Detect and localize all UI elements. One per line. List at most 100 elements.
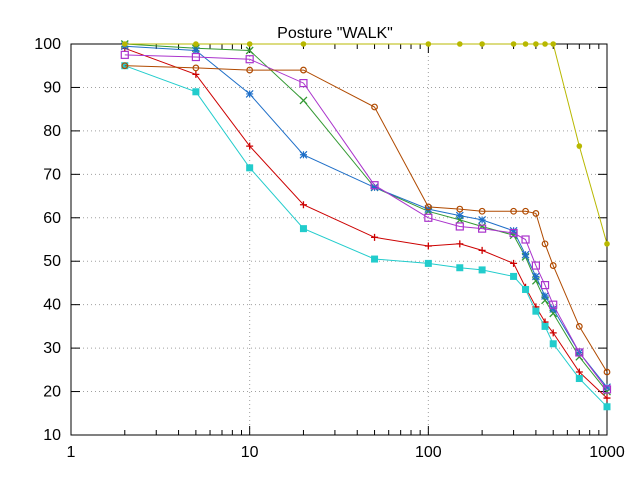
data-point xyxy=(576,143,583,149)
data-point xyxy=(540,281,550,290)
plot-frame xyxy=(70,43,608,436)
data-point xyxy=(371,233,379,241)
data-point xyxy=(192,88,200,96)
series-red-plus xyxy=(121,44,611,402)
data-point xyxy=(191,52,200,62)
data-point xyxy=(371,103,378,111)
data-point xyxy=(478,216,487,224)
data-point xyxy=(455,211,464,220)
data-point xyxy=(121,41,128,47)
data-point xyxy=(300,66,307,74)
y-tick-label: 20 xyxy=(43,384,61,401)
data-point xyxy=(191,46,200,55)
data-point xyxy=(478,246,486,254)
data-point xyxy=(456,264,464,272)
y-tick-label: 90 xyxy=(43,79,61,96)
data-point xyxy=(479,41,485,47)
data-point xyxy=(455,222,464,231)
data-point xyxy=(456,205,464,213)
series-olive-filled-circle xyxy=(121,41,610,247)
data-point xyxy=(245,90,254,98)
data-point xyxy=(245,55,254,64)
data-point xyxy=(371,255,379,263)
series-cyan-filled-square xyxy=(121,62,611,411)
data-point xyxy=(521,235,530,244)
data-point xyxy=(575,368,583,376)
series-line xyxy=(124,45,608,388)
data-point xyxy=(550,41,557,47)
data-point xyxy=(510,41,517,47)
data-point xyxy=(510,207,517,215)
data-point xyxy=(299,225,307,233)
data-point xyxy=(549,262,557,269)
y-tick-label: 10 xyxy=(43,427,61,444)
chart-title: Posture "WALK" xyxy=(277,25,393,42)
data-point xyxy=(192,64,200,72)
data-point xyxy=(299,96,308,105)
x-tick-label: 1000 xyxy=(589,444,625,461)
series-line xyxy=(124,65,608,373)
series-line xyxy=(124,43,608,392)
data-point xyxy=(424,213,433,222)
data-point xyxy=(121,62,129,70)
y-tick-label: 100 xyxy=(34,36,61,53)
data-point xyxy=(549,305,558,313)
grid-layer xyxy=(71,44,607,435)
series-line xyxy=(124,47,608,399)
series-magenta-square xyxy=(120,50,612,394)
data-point xyxy=(533,41,539,47)
series-line xyxy=(124,65,608,408)
y-tick-label: 50 xyxy=(43,253,61,270)
series-brown-circle xyxy=(121,62,611,376)
data-point xyxy=(531,261,541,270)
data-point xyxy=(522,285,530,293)
data-point xyxy=(603,403,611,411)
data-point xyxy=(509,226,518,235)
x-tick-label: 100 xyxy=(415,444,442,461)
data-point xyxy=(549,340,557,348)
data-point xyxy=(424,205,433,214)
data-point xyxy=(424,242,432,250)
data-point xyxy=(532,307,540,315)
data-point xyxy=(541,292,549,300)
x-tick-label: 10 xyxy=(241,444,259,461)
data-point xyxy=(541,322,549,330)
y-tick-label: 70 xyxy=(43,166,61,183)
data-point xyxy=(300,41,307,47)
data-point xyxy=(575,375,583,383)
data-point xyxy=(456,240,464,248)
series-line xyxy=(124,54,608,390)
data-point xyxy=(549,329,557,337)
data-point xyxy=(522,207,529,215)
data-point xyxy=(425,41,432,47)
data-point xyxy=(509,228,518,238)
data-point xyxy=(245,46,254,55)
data-point xyxy=(602,385,612,394)
data-point xyxy=(246,164,254,172)
data-point xyxy=(603,383,611,392)
data-point xyxy=(193,41,199,47)
data-point xyxy=(299,150,308,159)
y-tick-label: 30 xyxy=(43,340,61,357)
series-layer xyxy=(120,40,612,411)
data-point xyxy=(531,272,540,281)
data-point xyxy=(575,322,583,330)
data-point xyxy=(478,207,486,215)
series-blue-star xyxy=(120,42,611,392)
data-point xyxy=(299,78,308,88)
data-point xyxy=(246,41,253,47)
data-point xyxy=(510,259,518,267)
data-point xyxy=(603,394,611,402)
x-tick-label: 1 xyxy=(67,444,76,461)
data-point xyxy=(532,210,540,217)
data-point xyxy=(521,250,530,259)
data-point xyxy=(478,224,487,233)
data-point xyxy=(603,368,611,376)
data-point xyxy=(121,62,129,70)
data-point xyxy=(549,300,558,309)
data-point xyxy=(424,259,432,267)
data-point xyxy=(456,41,463,47)
data-point xyxy=(542,41,548,47)
